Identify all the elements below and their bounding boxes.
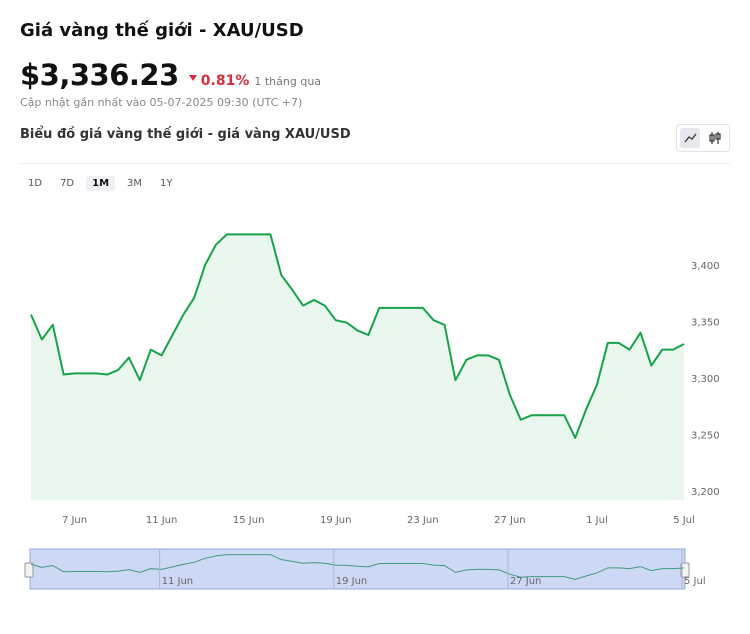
navigator-label: 27 Jun bbox=[510, 576, 542, 587]
price-row: $3,336.23 0.81% 1 tháng qua bbox=[20, 58, 321, 92]
nav-handle-left bbox=[24, 562, 34, 578]
navigator-label: 11 Jun bbox=[162, 576, 194, 587]
nav-handle-right bbox=[680, 562, 690, 578]
x-tick-label: 15 Jun bbox=[233, 515, 265, 526]
y-tick-label: 3,200 bbox=[691, 487, 720, 498]
range-button[interactable]: 7D bbox=[60, 178, 75, 189]
range-button[interactable]: 1D bbox=[28, 178, 43, 189]
range-buttons: 1D 7D 1M 3M 1Y bbox=[22, 176, 179, 191]
x-tick-label: 19 Jun bbox=[320, 515, 352, 526]
navigator bbox=[29, 548, 686, 590]
area-fill bbox=[31, 234, 684, 501]
navigator-label: 19 Jun bbox=[336, 576, 368, 587]
chart-title: Biểu đồ giá vàng thế giới - giá vàng XAU… bbox=[20, 127, 351, 142]
navigator-label: 5 Jul bbox=[684, 576, 706, 587]
change: 0.81% bbox=[200, 73, 250, 89]
y-tick-label: 3,400 bbox=[691, 261, 720, 272]
x-tick-label: 27 Jun bbox=[494, 515, 526, 526]
page-title: Giá vàng thế giới - XAU/USD bbox=[20, 20, 304, 41]
period: 1 tháng qua bbox=[254, 75, 322, 88]
y-tick-label: 3,350 bbox=[691, 318, 720, 329]
x-tick-label: 7 Jun bbox=[62, 515, 87, 526]
x-tick-label: 23 Jun bbox=[407, 515, 439, 526]
range-button[interactable]: 3M bbox=[127, 178, 143, 189]
updated: Cập nhật gần nhất vào 05-07-2025 09:30 (… bbox=[20, 96, 303, 109]
x-tick-label: 1 Jul bbox=[586, 515, 608, 526]
range-button[interactable]: 1Y bbox=[160, 178, 173, 189]
toggle-icons bbox=[684, 132, 721, 144]
navigator-line bbox=[30, 554, 685, 580]
price-line bbox=[30, 233, 685, 439]
range-button[interactable]: 1M bbox=[86, 176, 116, 191]
chart-toggle[interactable] bbox=[676, 124, 730, 152]
y-tick-label: 3,250 bbox=[691, 431, 720, 442]
x-tick-label: 5 Jul bbox=[673, 515, 695, 526]
x-tick-label: 11 Jun bbox=[146, 515, 178, 526]
y-tick-label: 3,300 bbox=[691, 374, 720, 385]
down-arrow bbox=[188, 75, 197, 81]
price: $3,336.23 bbox=[20, 58, 179, 92]
separator bbox=[20, 163, 730, 164]
